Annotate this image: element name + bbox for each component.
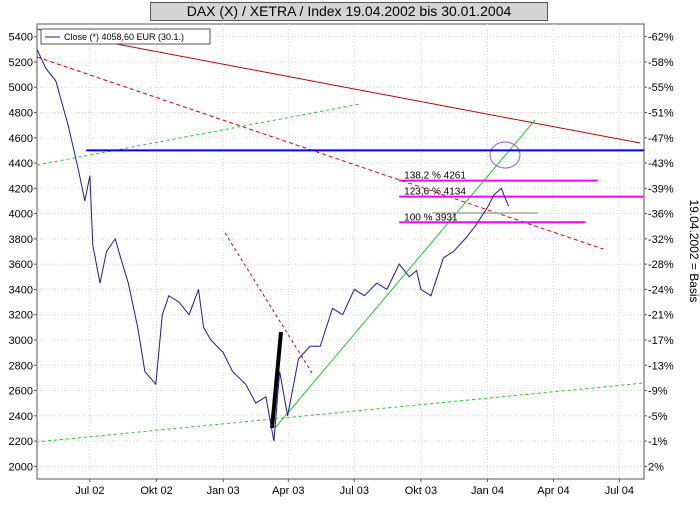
- y-tick-label-left: 5400: [9, 32, 33, 44]
- uptrend-line: [274, 119, 536, 429]
- y-tick-label-right: -9%: [648, 386, 668, 398]
- y-tick-label-left: 2800: [9, 360, 33, 372]
- y-tick-label-right: -17%: [648, 335, 674, 347]
- y-tick-label-right: -28%: [648, 259, 674, 271]
- y-tick-label-right: -5%: [648, 411, 668, 423]
- level-label: 123,6 % 4134: [404, 187, 466, 198]
- grid: [37, 24, 644, 479]
- x-tick-label: Jul 02: [75, 485, 104, 497]
- y-tick-label-left: 4600: [9, 133, 33, 145]
- y-tick-label-left: 5000: [9, 82, 33, 94]
- plot-area: [36, 23, 645, 480]
- y-tick-label-right: -62%: [648, 32, 674, 44]
- y-tick-label-left: 2000: [9, 461, 33, 473]
- right-axis-label: 19.04.2002 = Basis: [687, 199, 700, 302]
- y-tick-label-right: -13%: [648, 360, 674, 372]
- y-tick-label-right: -47%: [648, 133, 674, 145]
- price-series: [37, 49, 509, 442]
- y-tick-label-left: 3600: [9, 259, 33, 271]
- close-price-line: [37, 49, 509, 442]
- y-tick-label-right: -24%: [648, 284, 674, 296]
- x-tick-label: Apr 04: [537, 485, 569, 497]
- y-tick-label-right: -58%: [648, 57, 674, 69]
- x-tick-label: Okt 03: [405, 485, 437, 497]
- y-tick-label-left: 2400: [9, 411, 33, 423]
- x-tick-label: Apr 03: [272, 485, 304, 497]
- y-tick-label-left: 3800: [9, 234, 33, 246]
- y-tick-label-left: 3000: [9, 335, 33, 347]
- y-tick-label-left: 4400: [9, 158, 33, 170]
- x-tick-label: Jul 03: [340, 485, 369, 497]
- y-tick-label-right: -36%: [648, 209, 674, 221]
- long-term-downtrend-line: [37, 28, 641, 144]
- downtrend-channel-dashed: [37, 56, 604, 250]
- y-tick-label-right: 2%: [648, 461, 664, 473]
- current-price-circle: [489, 141, 521, 169]
- y-tick-label-right: -43%: [648, 158, 674, 170]
- y-tick-label-left: 2200: [9, 436, 33, 448]
- y-tick-label-right: -1%: [648, 436, 668, 448]
- legend-label: Close (*) 4058,60 EUR (30.1.): [64, 32, 184, 42]
- y-tick-label-right: -32%: [648, 234, 674, 246]
- level-label: 138,2 % 4261: [404, 171, 466, 182]
- chart-title: DAX (X) / XETRA / Index 19.04.2002 bis 3…: [150, 2, 548, 21]
- level-label: 100 % 3931: [404, 212, 458, 223]
- y-tick-label-right: -21%: [648, 310, 674, 322]
- x-tick-label: Okt 02: [140, 485, 172, 497]
- upper-green-dashed-line: [37, 103, 361, 166]
- y-tick-label-left: 3400: [9, 284, 33, 296]
- x-tick-label: Jul 04: [605, 485, 634, 497]
- y-tick-label-left: 5200: [9, 57, 33, 69]
- y-tick-label-left: 4800: [9, 107, 33, 119]
- axes: 2000 2% 2200 -1% 2400 -5% 2600 -9% 2800 -13% 3000 -…: [9, 32, 674, 497]
- y-tick-label-left: 4000: [9, 209, 33, 221]
- x-tick-label: Jan 04: [471, 485, 504, 497]
- y-tick-label-left: 4200: [9, 183, 33, 195]
- y-tick-label-right: -51%: [648, 107, 674, 119]
- y-tick-label-right: -39%: [648, 183, 674, 195]
- legend: Close (*) 4058,60 EUR (30.1.): [40, 28, 211, 45]
- y-tick-label-left: 2600: [9, 386, 33, 398]
- y-tick-label-right: -55%: [648, 82, 674, 94]
- fibonacci-levels: 138,2 % 4261 123,6 % 4134 100 % 3931: [86, 149, 644, 224]
- march-low-rebound-bar: [270, 331, 283, 429]
- legend-box: [40, 28, 211, 45]
- y-tick-label-left: 3200: [9, 310, 33, 322]
- x-tick-label: Jan 03: [207, 485, 240, 497]
